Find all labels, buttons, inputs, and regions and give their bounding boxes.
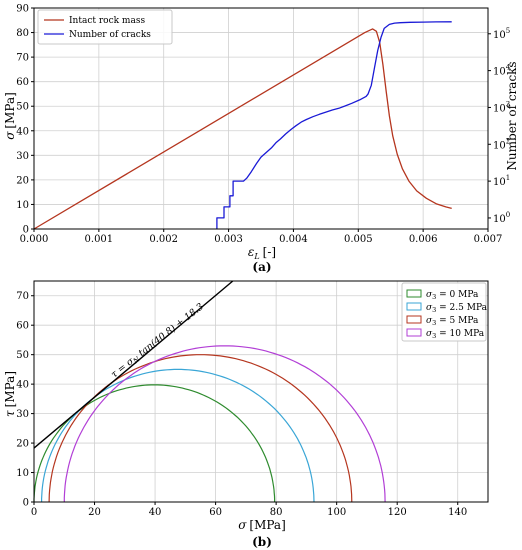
a-x-tick-label-6: 0.006 (409, 234, 438, 245)
panel-b: 0 20 40 60 80 100 120 140 0 10 20 30 40 50 60 70 σ [MPa… (3, 280, 489, 549)
b-legend-label-s3-10: σ3 = 10 MPa (426, 329, 485, 340)
a-y-tick-label-0: 0 (23, 225, 29, 236)
a-series-line-0 (33, 28, 452, 230)
a-y2-tick-label-3: 103 (493, 100, 510, 114)
a-x-axis-label: εL [-] (248, 245, 276, 261)
b-y-tick-label-5: 50 (16, 350, 29, 361)
b-x-tick-label-2: 40 (149, 507, 162, 518)
a-legend-box (37, 9, 173, 45)
b-legend-swatch-s3-10 (406, 328, 422, 337)
a-y-tick-label-9: 90 (16, 4, 29, 15)
a-y-tick-label-1: 10 (16, 200, 29, 211)
a-y-tick-label-3: 30 (16, 151, 29, 162)
a-series (33, 21, 452, 230)
a-x-ticks: 0.000 0.001 0.002 0.003 0.004 0.005 0.006 0.007 (20, 229, 503, 245)
b-mohr-circle-3 (63, 345, 386, 503)
b-y-tick-label-2: 20 (16, 439, 29, 450)
b-mohr-circle-2 (48, 354, 353, 503)
a-y2-tick-label-2: 102 (493, 137, 510, 151)
b-x-tick-label-1: 20 (88, 507, 101, 518)
b-x-axis-label: σ [MPa] (238, 518, 286, 532)
b-y-tick-label-7: 70 (16, 291, 29, 302)
a-plot-frame (33, 7, 489, 230)
b-series (33, 280, 386, 503)
a-y2-tick-label-1: 101 (493, 174, 510, 188)
a-y-tick-label-7: 70 (16, 53, 29, 64)
a-x-tick-label-2: 0.002 (149, 234, 178, 245)
a-y-tick-label-6: 60 (16, 77, 29, 88)
b-y-tick-label-6: 60 (16, 321, 29, 332)
b-y-tick-label-0: 0 (23, 498, 29, 509)
b-legend-box (401, 282, 487, 342)
b-x-tick-label-7: 140 (448, 507, 467, 518)
b-y-ticks: 0 10 20 30 40 50 60 70 (16, 291, 34, 509)
a-x-tick-label-0: 0.000 (20, 234, 49, 245)
a-legend: Intact rock mass Number of cracks (37, 9, 173, 45)
a-legend-label-cracks: Number of cracks (69, 30, 151, 40)
b-x-tick-label-5: 100 (327, 507, 346, 518)
a-y2-tick-label-5: 105 (493, 27, 510, 41)
b-legend: σ3 = 0 MPa σ3 = 2.5 MPa σ3 = 5 MPa σ3 = … (401, 282, 488, 342)
b-legend-label-s3-0: σ3 = 0 MPa (426, 290, 479, 301)
b-x-tick-label-0: 0 (31, 507, 37, 518)
b-x-tick-label-4: 80 (270, 507, 283, 518)
b-envelope-equation: τ = σN tan(40.8) + 18.3 (109, 301, 206, 381)
b-legend-label-s3-5: σ3 = 5 MPa (426, 316, 479, 327)
a-series-line-1 (216, 21, 452, 229)
b-legend-label-s3-2-5: σ3 = 2.5 MPa (426, 303, 488, 314)
b-x-ticks: 0 20 40 60 80 100 120 140 (31, 502, 467, 518)
b-legend-swatch-s3-0 (406, 289, 422, 298)
a-x-tick-label-3: 0.003 (214, 234, 243, 245)
b-failure-envelope (33, 280, 234, 449)
a-y-tick-label-2: 20 (16, 175, 29, 186)
b-legend-swatch-s3-5 (406, 315, 422, 324)
a-y-ticks: 0 10 20 30 40 50 60 70 80 90 (16, 4, 34, 236)
b-y-tick-label-1: 10 (16, 468, 29, 479)
a-y2-tick-label-0: 100 (493, 211, 510, 225)
b-legend-swatch-s3-2-5 (406, 302, 422, 311)
b-y-tick-label-3: 30 (16, 409, 29, 420)
a-y-tick-label-8: 80 (16, 28, 29, 39)
a-x-tick-label-4: 0.004 (279, 234, 308, 245)
a-y-axis-label: σ[MPa] (3, 92, 17, 140)
a-y-tick-label-4: 40 (16, 126, 29, 137)
b-mohr-circle-1 (41, 368, 315, 503)
a-x-tick-label-1: 0.001 (85, 234, 114, 245)
a-legend-label-intact: Intact rock mass (69, 16, 145, 26)
b-plot-frame (33, 280, 489, 503)
b-y-axis-label: τ[MPa] (3, 371, 17, 417)
b-y-tick-label-4: 40 (16, 380, 29, 391)
a-x-tick-label-7: 0.007 (474, 234, 503, 245)
b-panel-label: (b) (252, 535, 272, 549)
a-x-tick-label-5: 0.005 (344, 234, 373, 245)
a-y-tick-label-5: 50 (16, 102, 29, 113)
b-mohr-circle-0 (33, 384, 276, 502)
a-y2-tick-label-4: 104 (493, 64, 511, 78)
a-y2-axis-label: Number of cracks (505, 61, 519, 170)
panel-a: 0.000 0.001 0.002 0.003 0.004 0.005 0.006 0.007… (3, 4, 519, 275)
a-y2-ticks: 100 101 102 103 104 105 (488, 27, 511, 225)
b-x-tick-label-6: 120 (388, 507, 407, 518)
b-x-tick-label-3: 60 (209, 507, 222, 518)
a-panel-label: (a) (252, 260, 271, 274)
